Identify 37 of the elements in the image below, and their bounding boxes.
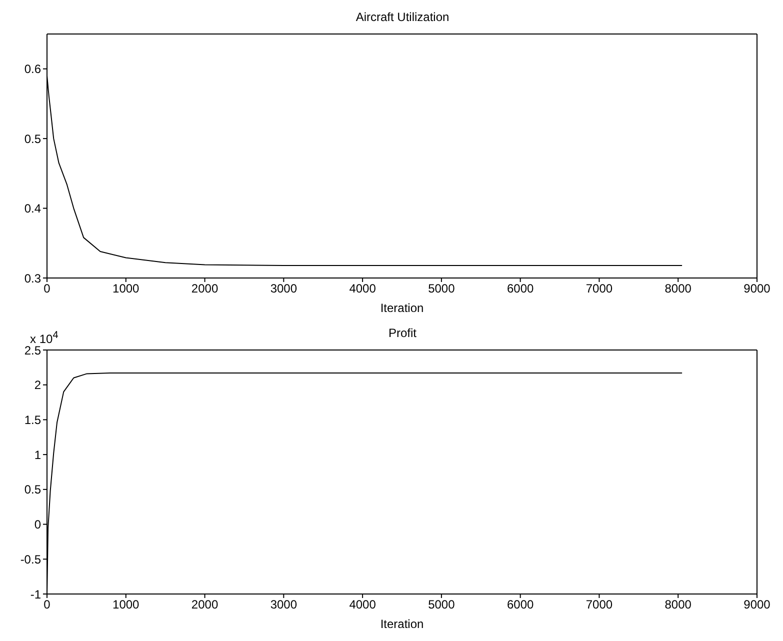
x-tick-label: 0 <box>44 282 51 296</box>
chart-title: Aircraft Utilization <box>354 10 450 24</box>
x-tick-label: 4000 <box>349 282 376 296</box>
x-tick-label: 9000 <box>744 598 771 612</box>
y-tick-label: 0 <box>34 518 42 532</box>
x-tick-label: 4000 <box>349 598 376 612</box>
x-tick-label: 8000 <box>664 282 692 296</box>
x-tick-label: 2000 <box>191 598 218 612</box>
y-tick-label: 0.3 <box>24 271 42 286</box>
y-tick-label: 0.4 <box>24 202 42 216</box>
y-tick-label: 2 <box>34 378 42 392</box>
x-axis-title: Iteration <box>380 301 424 315</box>
y-tick-label: 1.5 <box>24 412 42 427</box>
y-tick-label: 0.5 <box>24 132 42 146</box>
x-tick-label: 9000 <box>744 282 771 296</box>
x-tick-label: 6000 <box>506 282 534 296</box>
text: x 10$^{4}$ <box>30 330 58 346</box>
y-tick-label: 0.6 <box>24 62 42 76</box>
y-tick-label: 0.5 <box>24 482 42 497</box>
x-tick-label: 2000 <box>191 282 218 296</box>
y-tick-label: 1 <box>34 448 42 462</box>
x-tick-label: 1000 <box>112 598 140 612</box>
x-tick-label: 6000 <box>506 598 534 612</box>
chart-title: Profit <box>388 326 416 340</box>
x-tick-label: 0 <box>44 598 51 612</box>
y-tick-label: -1 <box>30 587 42 602</box>
x-axis-title: Iteration <box>380 617 424 631</box>
x-tick-label: 1000 <box>112 282 140 296</box>
x-tick-label: 5000 <box>428 282 456 296</box>
x-tick-label: 5000 <box>428 598 456 612</box>
x-tick-label: 7000 <box>586 282 613 296</box>
x-tick-label: 8000 <box>664 598 692 612</box>
x-tick-label: 3000 <box>270 598 298 612</box>
y-tick-label: 2.5 <box>24 343 42 358</box>
y-tick-label: -0.5 <box>20 552 42 566</box>
x-tick-label: 3000 <box>270 282 298 296</box>
x-tick-label: 7000 <box>586 598 613 612</box>
